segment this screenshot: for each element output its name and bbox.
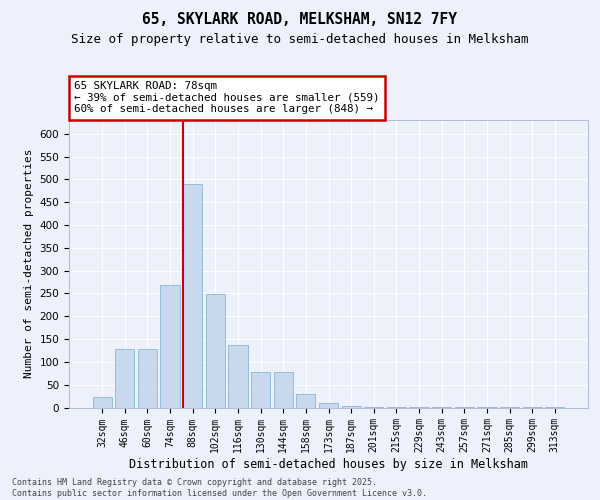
Text: 65, SKYLARK ROAD, MELKSHAM, SN12 7FY: 65, SKYLARK ROAD, MELKSHAM, SN12 7FY [143, 12, 458, 28]
Bar [206, 294, 225, 408]
Bar [115, 349, 134, 408]
Bar [387, 406, 406, 408]
Bar [160, 285, 180, 408]
Text: 65 SKYLARK ROAD: 78sqm
← 39% of semi-detached houses are smaller (559)
60% of se: 65 SKYLARK ROAD: 78sqm ← 39% of semi-det… [74, 81, 380, 114]
Bar [138, 349, 157, 408]
Bar [229, 344, 248, 408]
Text: Contains HM Land Registry data © Crown copyright and database right 2025.
Contai: Contains HM Land Registry data © Crown c… [12, 478, 427, 498]
Bar [319, 403, 338, 407]
Bar [364, 406, 383, 408]
Bar [274, 372, 293, 408]
Bar [92, 398, 112, 407]
X-axis label: Distribution of semi-detached houses by size in Melksham: Distribution of semi-detached houses by … [129, 458, 528, 471]
Y-axis label: Number of semi-detached properties: Number of semi-detached properties [24, 149, 34, 378]
Bar [341, 406, 361, 407]
Bar [183, 184, 202, 408]
Text: Size of property relative to semi-detached houses in Melksham: Size of property relative to semi-detach… [71, 34, 529, 46]
Bar [296, 394, 316, 407]
Bar [251, 372, 270, 408]
